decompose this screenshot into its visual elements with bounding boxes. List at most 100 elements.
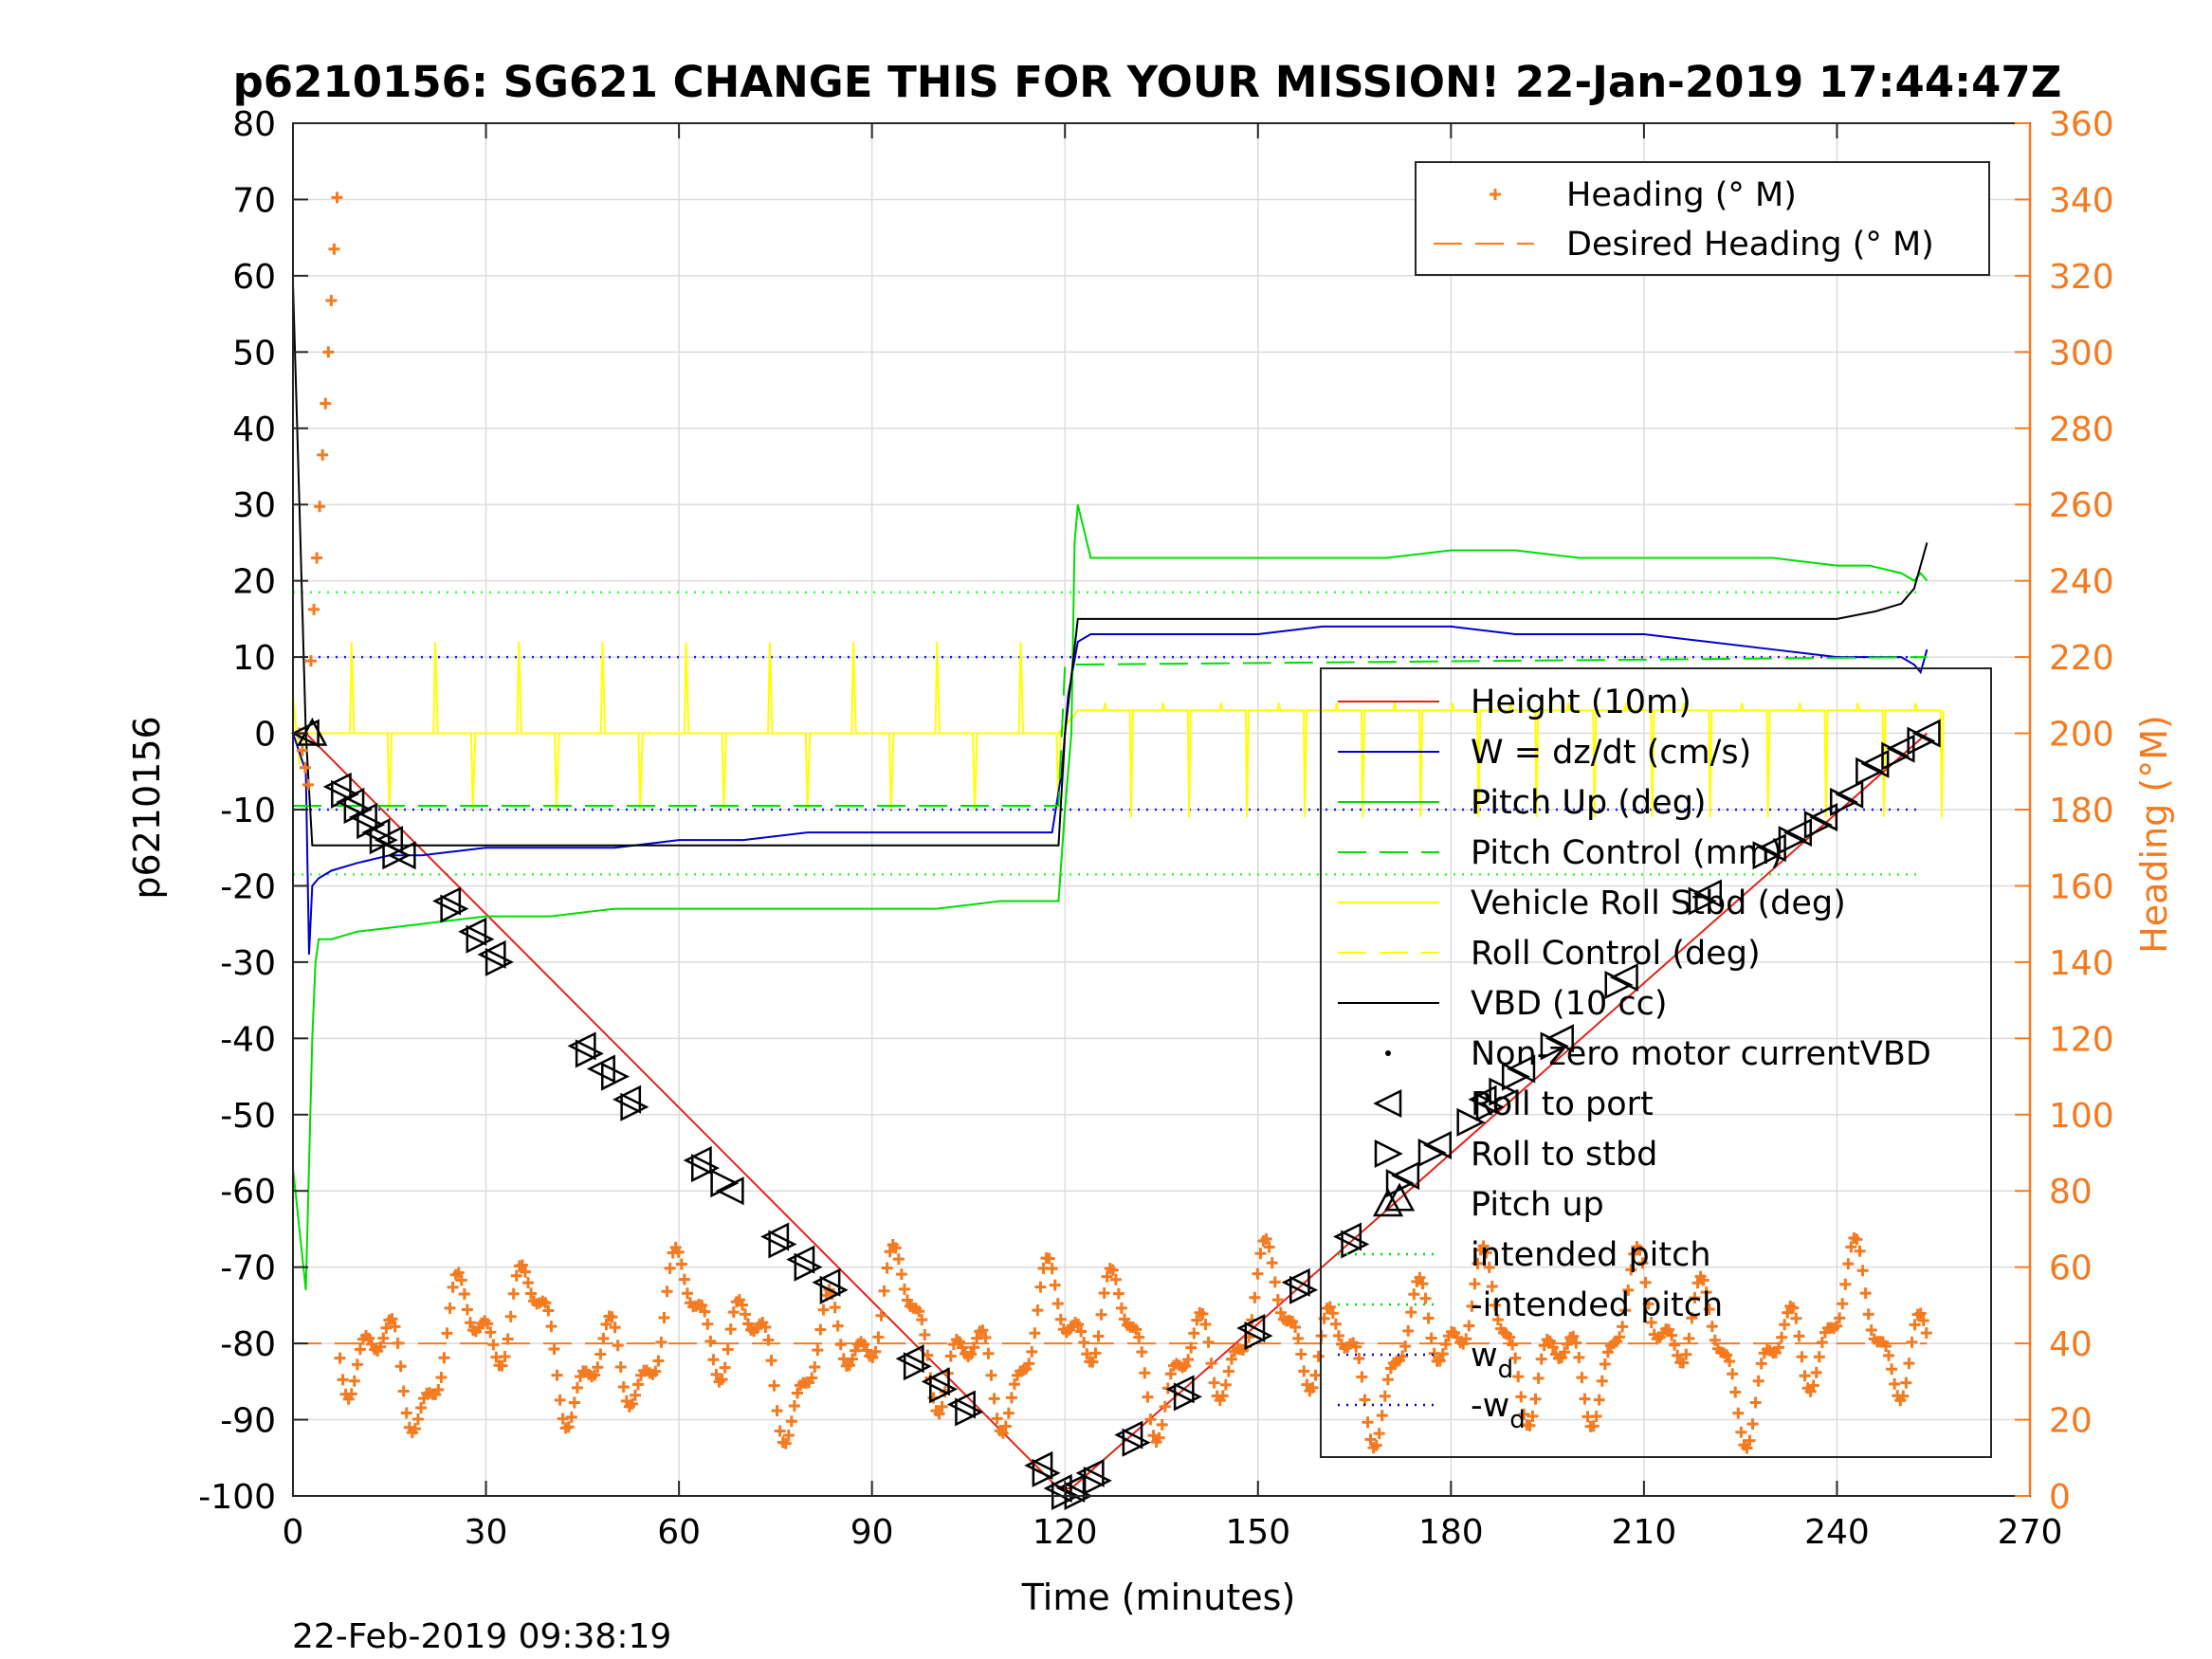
heading-plus xyxy=(1353,1352,1365,1364)
heading-plus xyxy=(1567,1330,1580,1342)
roll-to-port-marker xyxy=(432,886,462,916)
heading-plus xyxy=(1512,1371,1525,1383)
heading-plus xyxy=(901,1294,913,1306)
heading-plus xyxy=(1532,1372,1545,1384)
heading-plus xyxy=(881,1262,893,1274)
heading-plus xyxy=(411,1413,424,1426)
heading-plus xyxy=(1397,1350,1409,1362)
heading-plus xyxy=(484,1326,497,1339)
heading-plus xyxy=(1112,1287,1124,1300)
heading-plus xyxy=(1075,1325,1088,1338)
heading-plus xyxy=(809,1361,821,1374)
heading-plus xyxy=(916,1314,928,1326)
heading-plus xyxy=(1538,1340,1550,1352)
heading-plus xyxy=(704,1335,717,1347)
heading-plus xyxy=(1222,1365,1234,1377)
heading-plus xyxy=(542,1304,555,1317)
heading-series xyxy=(293,191,1932,1454)
heading-plus xyxy=(1859,1287,1872,1300)
heading-plus xyxy=(832,1320,844,1332)
heading-plus xyxy=(1179,1360,1192,1373)
heading-plus xyxy=(435,1371,448,1383)
roll-to-port-marker xyxy=(361,818,391,848)
heading-plus xyxy=(609,1322,621,1334)
heading-plus xyxy=(1208,1376,1220,1389)
heading-plus xyxy=(1109,1273,1122,1285)
heading-plus xyxy=(464,1317,476,1329)
heading-plus xyxy=(707,1354,720,1366)
heading-plus xyxy=(991,1413,1003,1425)
y2-tick-label: 340 xyxy=(2049,181,2114,220)
roll-to-stbd-marker xyxy=(466,924,495,954)
roll-to-stbd-marker xyxy=(1778,826,1807,855)
heading-plus xyxy=(817,1304,830,1316)
roll-to-port-marker xyxy=(1236,1313,1266,1343)
roll-to-port-marker xyxy=(1075,1458,1105,1487)
heading-plus xyxy=(397,1385,410,1397)
heading-plus xyxy=(1373,1428,1385,1440)
heading-plus xyxy=(1515,1391,1527,1403)
heading-plus xyxy=(1188,1327,1200,1340)
heading-plus xyxy=(1666,1329,1678,1341)
heading-plus xyxy=(1436,1348,1449,1360)
roll-to-port-marker xyxy=(1114,1420,1143,1449)
roll-to-port-marker xyxy=(1911,719,1941,748)
heading-plus xyxy=(1636,1257,1649,1269)
heading-plus xyxy=(1249,1291,1261,1304)
heading-plus xyxy=(337,1374,349,1386)
legend-main-label: Pitch up xyxy=(1471,1186,1604,1224)
heading-plus xyxy=(1518,1408,1530,1420)
y2-tick-label: 260 xyxy=(2049,486,2114,525)
heading-plus xyxy=(334,1352,346,1364)
heading-plus xyxy=(1680,1348,1692,1360)
heading-plus xyxy=(1834,1312,1846,1324)
heading-plus xyxy=(1144,1413,1157,1426)
series-pitch-control-mm xyxy=(293,656,1928,807)
heading-plus xyxy=(1862,1308,1874,1321)
heading-plus xyxy=(1466,1300,1478,1312)
heading-plus xyxy=(791,1387,803,1399)
heading-plus xyxy=(1752,1375,1764,1387)
heading-plus xyxy=(1837,1298,1849,1310)
heading-plus xyxy=(1526,1410,1539,1422)
heading-plus xyxy=(979,1332,992,1343)
heading-plus xyxy=(1049,1279,1061,1291)
heading-plus xyxy=(571,1381,583,1394)
heading-plus xyxy=(551,1369,563,1381)
heading-plus xyxy=(1225,1353,1237,1365)
heading-plus xyxy=(1191,1314,1203,1326)
heading-plus xyxy=(1101,1270,1113,1283)
heading-plus xyxy=(455,1274,467,1286)
heading-plus xyxy=(325,295,338,307)
heading-plus xyxy=(1477,1240,1490,1252)
heading-plus xyxy=(458,1287,470,1300)
heading-plus xyxy=(884,1246,896,1258)
heading-plus xyxy=(814,1323,827,1336)
heading-plus xyxy=(1839,1278,1852,1290)
heading-plus xyxy=(1625,1264,1637,1276)
y2-tick-label: 300 xyxy=(2049,334,2114,373)
heading-plus xyxy=(1364,1433,1377,1446)
roll-to-port-marker xyxy=(1281,1267,1310,1297)
x-axis-label: Time (minutes) xyxy=(1021,1577,1296,1618)
roll-to-port-marker xyxy=(336,787,365,816)
heading-plus xyxy=(867,1352,879,1364)
heading-plus xyxy=(606,1311,618,1323)
heading-plus xyxy=(1793,1330,1805,1342)
y2-tick-label: 80 xyxy=(2049,1173,2093,1212)
heading-plus xyxy=(302,778,314,791)
heading-plus xyxy=(658,1312,670,1324)
roll-to-stbd-marker xyxy=(1501,1062,1530,1091)
heading-plus xyxy=(1706,1321,1718,1333)
roll-to-stbd-marker xyxy=(1417,1138,1447,1168)
heading-plus xyxy=(554,1394,566,1406)
y-tick-label: 60 xyxy=(232,258,276,297)
roll-to-stbd-marker xyxy=(440,894,469,923)
heading-plus xyxy=(351,1358,363,1371)
heading-plus xyxy=(1414,1271,1426,1284)
heading-plus xyxy=(1845,1241,1857,1253)
heading-plus xyxy=(1920,1327,1932,1340)
heading-plus xyxy=(1669,1339,1681,1351)
heading-plus xyxy=(953,1336,965,1348)
roll-to-port-marker xyxy=(786,1245,815,1274)
